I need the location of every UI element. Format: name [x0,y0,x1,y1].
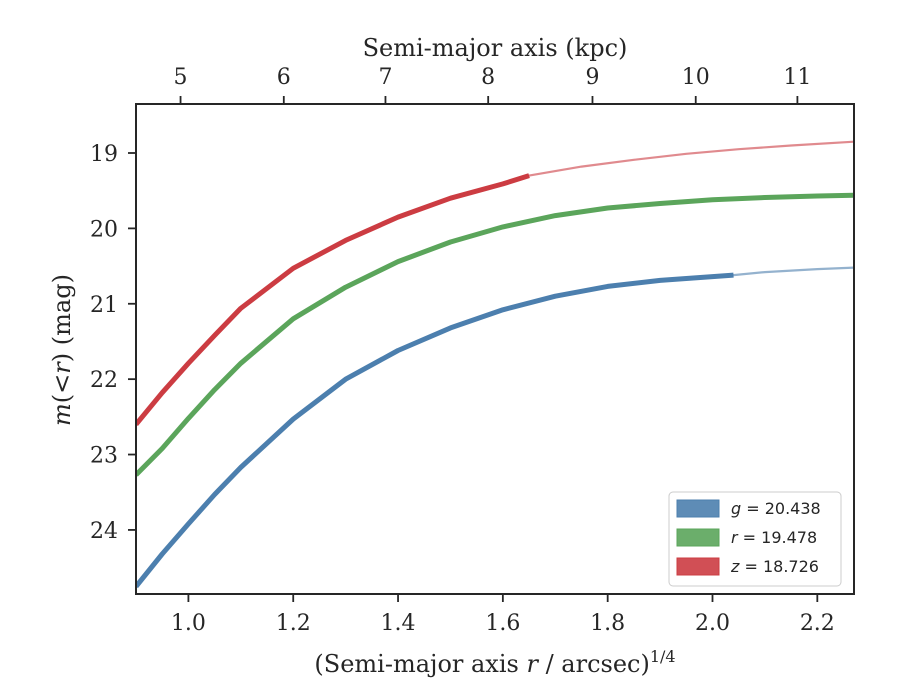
x-tick-label: 2.2 [800,611,835,636]
y-axis-title-open: ( [48,394,76,403]
legend-label-z: z = 18.726 [730,557,819,576]
bottom-x-axis: 1.0 1.2 1.4 1.6 1.8 2.0 2.2 [171,594,835,636]
x-tick-label: 1.0 [171,611,206,636]
top-x-tick-label: 11 [783,65,811,90]
top-x-axis-title: Semi-major axis (kpc) [363,34,628,62]
y-axis-title: m(<r) (mag) [48,274,76,426]
x-tick-label: 1.4 [381,611,416,636]
series-z-line [136,173,530,426]
y-axis-title-var: m [48,403,76,426]
x-axis-title-mid: / arcsec) [538,650,650,678]
top-x-tick-label: 7 [378,65,392,90]
legend-swatch-g [676,499,720,518]
y-tick-label: 19 [90,142,118,167]
y-axis-title-var2: r [48,361,76,374]
series-r-line [136,192,854,477]
series-layer [136,140,854,589]
x-axis-title-sup: 1/4 [650,647,676,666]
top-x-tick-label: 8 [481,65,495,90]
legend-label-g: g = 20.438 [731,499,821,518]
x-axis-title: (Semi-major axis r / arcsec)1/4 [314,647,675,678]
y-tick-label: 22 [90,368,118,393]
y-axis-title-unit: (mag) [48,274,76,353]
plot-frame [135,103,855,595]
x-tick-label: 1.2 [276,611,311,636]
series-g-line [136,272,734,589]
x-axis-title-var: r [526,650,539,678]
top-x-tick-label: 10 [682,65,710,90]
y-tick-label: 21 [90,293,118,318]
y-tick-label: 24 [90,519,118,544]
x-tick-label: 2.0 [695,611,730,636]
y-tick-label: 20 [90,217,118,242]
y-axis: 19 20 21 22 23 24 [90,142,136,544]
x-axis-title-pre: (Semi-major axis [314,650,526,678]
legend-label-r: r = 19.478 [731,528,817,547]
x-tick-label: 1.6 [485,611,520,636]
top-x-tick-label: 6 [277,65,291,90]
legend-swatch-r [676,528,720,547]
y-axis-title-lt: < [48,374,76,394]
legend: g = 20.438 r = 19.478 z = 18.726 [668,491,842,587]
x-tick-label: 1.8 [590,611,625,636]
top-x-axis: 5 6 7 8 9 10 11 [174,65,811,104]
series-z-extrapolated-line [528,140,854,177]
top-x-tick-label: 5 [174,65,188,90]
y-tick-label: 23 [90,444,118,469]
y-axis-title-close: ) [48,353,76,362]
top-x-tick-label: 9 [585,65,599,90]
series-g-extrapolated-line [732,266,854,277]
legend-swatch-z [676,557,720,576]
